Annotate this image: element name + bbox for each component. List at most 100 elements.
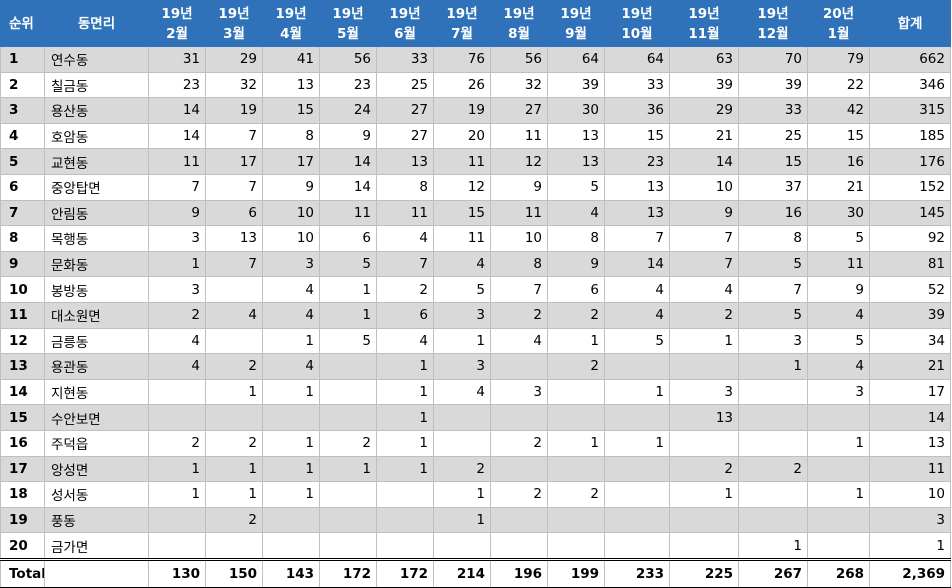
value-cell — [738, 378, 808, 406]
table-row: 20 금가면 1 1 — [0, 532, 951, 560]
table-body: 1 연수동 31 29 41 56 33 76 56 64 64 63 70 79 662 2 칠금동 23 32 1… — [0, 46, 951, 560]
value-cell: 17 — [869, 378, 951, 406]
value-cell: 9 — [490, 173, 548, 201]
value-cell: 3 — [669, 378, 739, 406]
column-header: 19년 2월 — [148, 0, 206, 47]
value-cell: 4 — [807, 301, 870, 329]
value-cell: 30 — [547, 97, 605, 124]
value-cell — [319, 506, 377, 534]
value-cell: 63 — [669, 46, 739, 73]
value-cell — [433, 404, 491, 431]
value-cell — [604, 404, 670, 431]
value-cell: 1 — [547, 429, 605, 457]
district-cell: 안림동 — [44, 199, 149, 227]
value-cell: 1 — [148, 455, 206, 483]
rank-cell: 9 — [0, 250, 45, 278]
value-cell: 1 — [738, 532, 808, 560]
rank-cell: 19 — [0, 506, 45, 534]
value-cell: 346 — [869, 71, 951, 99]
value-cell: 6 — [205, 199, 263, 227]
value-cell: 64 — [547, 46, 605, 73]
district-cell: 앙성면 — [44, 455, 149, 483]
value-cell — [604, 455, 670, 483]
value-cell: 33 — [738, 97, 808, 124]
total-cell: 214 — [433, 557, 491, 588]
district-cell: 주덕읍 — [44, 429, 149, 457]
value-cell — [490, 455, 548, 483]
header-row: 순위 동면리 19년 2월 19년 3월 19년 4월 19년 5월 19년 6월 19년 7월 19년 8월… — [0, 0, 951, 47]
value-cell — [148, 506, 206, 534]
total-cell: 130 — [148, 557, 206, 588]
value-cell: 5 — [319, 250, 377, 278]
rank-cell: 2 — [0, 71, 45, 99]
value-cell: 1 — [604, 429, 670, 457]
rank-cell: 16 — [0, 429, 45, 457]
value-cell — [205, 327, 263, 355]
value-cell: 3 — [148, 276, 206, 303]
value-cell: 4 — [433, 250, 491, 278]
rank-cell: 14 — [0, 378, 45, 406]
value-cell: 5 — [433, 276, 491, 303]
table-footer: Total 130 150 143 172 172 214 196 199 233 225 267 26… — [0, 557, 951, 588]
value-cell: 56 — [319, 46, 377, 73]
value-cell: 33 — [376, 46, 434, 73]
value-cell: 662 — [869, 46, 951, 73]
value-cell: 8 — [376, 173, 434, 201]
value-cell: 11 — [376, 199, 434, 227]
value-cell: 20 — [433, 122, 491, 150]
rank-cell: 5 — [0, 148, 45, 175]
value-cell: 4 — [376, 327, 434, 355]
value-cell: 2 — [547, 301, 605, 329]
value-cell: 9 — [807, 276, 870, 303]
value-cell: 3 — [433, 353, 491, 380]
value-cell — [490, 532, 548, 560]
value-cell: 15 — [604, 122, 670, 150]
value-cell — [319, 532, 377, 560]
rank-cell: 18 — [0, 481, 45, 508]
rank-cell: 20 — [0, 532, 45, 560]
value-cell — [490, 404, 548, 431]
value-cell: 2 — [148, 301, 206, 329]
value-cell: 7 — [376, 250, 434, 278]
total-cell: 2,369 — [869, 557, 951, 588]
value-cell: 1 — [205, 378, 263, 406]
value-cell: 15 — [433, 199, 491, 227]
value-cell — [669, 532, 739, 560]
value-cell: 6 — [319, 225, 377, 252]
value-cell — [547, 378, 605, 406]
value-cell: 2 — [490, 481, 548, 508]
value-cell: 39 — [869, 301, 951, 329]
value-cell — [669, 506, 739, 534]
value-cell: 29 — [205, 46, 263, 73]
district-cell: 성서동 — [44, 481, 149, 508]
value-cell: 7 — [205, 122, 263, 150]
value-cell: 1 — [262, 378, 320, 406]
value-cell: 56 — [490, 46, 548, 73]
table-header: 순위 동면리 19년 2월 19년 3월 19년 4월 19년 5월 19년 6월 19년 7월 19년 8월… — [0, 0, 951, 47]
value-cell — [547, 532, 605, 560]
value-cell: 33 — [604, 71, 670, 99]
rank-cell: 7 — [0, 199, 45, 227]
value-cell: 10 — [869, 481, 951, 508]
district-cell: 수안보면 — [44, 404, 149, 431]
value-cell: 36 — [604, 97, 670, 124]
value-cell: 42 — [807, 97, 870, 124]
value-cell — [807, 532, 870, 560]
value-cell: 1 — [376, 455, 434, 483]
value-cell: 1 — [262, 455, 320, 483]
district-cell: 용관동 — [44, 353, 149, 380]
value-cell: 3 — [148, 225, 206, 252]
value-cell: 11 — [148, 148, 206, 175]
value-cell: 7 — [205, 250, 263, 278]
value-cell: 1 — [433, 506, 491, 534]
value-cell: 21 — [807, 173, 870, 201]
value-cell: 1 — [669, 327, 739, 355]
value-cell: 19 — [433, 97, 491, 124]
value-cell — [376, 481, 434, 508]
value-cell: 13 — [604, 199, 670, 227]
value-cell: 13 — [547, 148, 605, 175]
total-cell: 172 — [319, 557, 377, 588]
value-cell: 1 — [604, 378, 670, 406]
rank-cell: 13 — [0, 353, 45, 380]
value-cell: 2 — [205, 506, 263, 534]
